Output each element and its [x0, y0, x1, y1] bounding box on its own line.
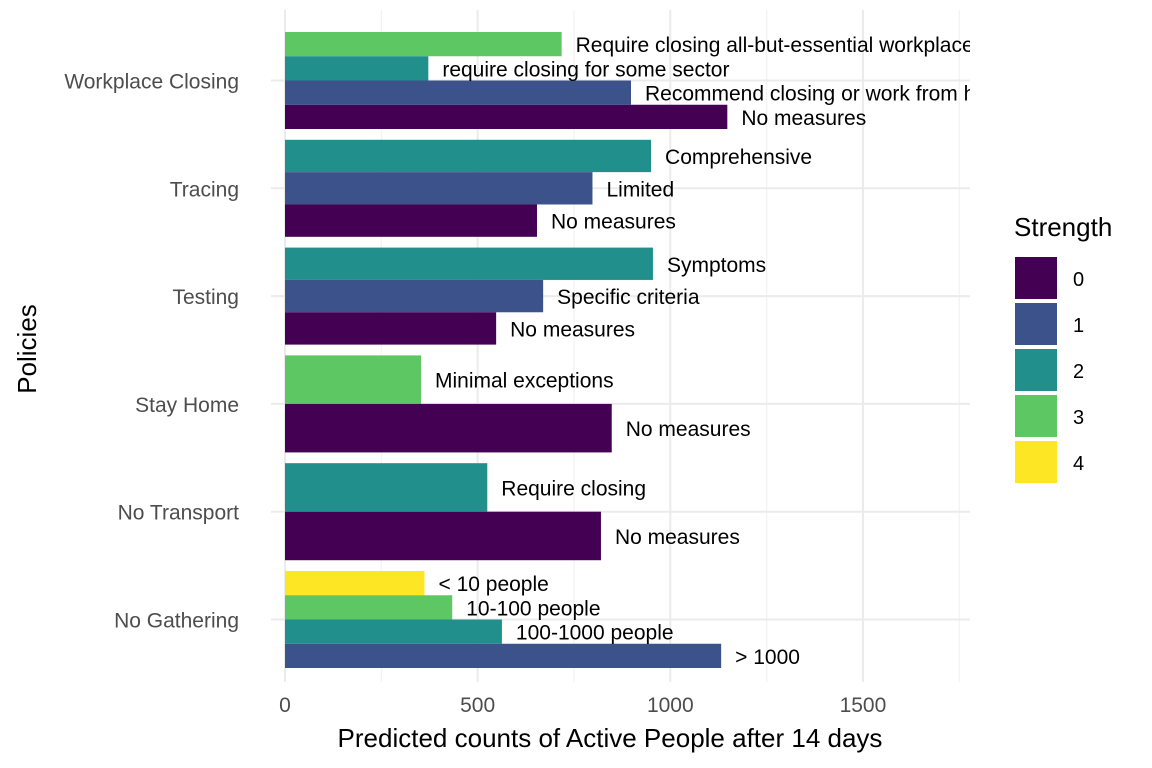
- bar-label: No measures: [551, 211, 676, 234]
- bar-label: Minimal exceptions: [435, 370, 614, 393]
- bar: [285, 643, 722, 669]
- bar-label: require closing for some sector: [442, 58, 729, 81]
- bar: [285, 139, 652, 173]
- tick-labels: 0 500 1000 1500 Workplace Closing Tracing Test…: [64, 71, 886, 718]
- bar-label: 10-100 people: [466, 597, 600, 620]
- legend-label: 2: [1073, 361, 1084, 383]
- bar-labels: Require closing all-but-essential workpl…: [435, 34, 1016, 669]
- legend-key: [1015, 257, 1057, 299]
- bar-label: Require closing all-but-essential workpl…: [576, 34, 985, 57]
- x-tick-label: 1000: [647, 694, 694, 717]
- y-tick-label: Workplace Closing: [64, 71, 239, 94]
- y-tick-label: Testing: [172, 286, 239, 309]
- bar-label: Limited: [606, 178, 674, 201]
- bar: [285, 247, 653, 280]
- bar-label: No measures: [615, 526, 740, 549]
- bar-label: No measures: [510, 318, 635, 341]
- legend-key: [1015, 349, 1057, 391]
- bar: [285, 279, 544, 313]
- bar-label: 100-1000 people: [516, 622, 674, 645]
- bar-label: No measures: [626, 418, 751, 441]
- bar: [285, 619, 502, 644]
- bar: [285, 204, 537, 237]
- x-tick-label: 1500: [840, 694, 887, 717]
- x-tick-label: 500: [460, 694, 495, 717]
- bar: [285, 595, 453, 620]
- bar: [285, 56, 429, 81]
- legend-key: [1015, 395, 1057, 437]
- y-tick-label: No Transport: [118, 502, 240, 525]
- legend-title: Strength: [1014, 212, 1112, 242]
- y-axis-title: Policies: [12, 304, 42, 394]
- legend-label: 3: [1073, 407, 1084, 429]
- bar: [285, 403, 612, 453]
- bar-label: Require closing: [501, 477, 646, 500]
- bar-label: Recommend closing or work from home: [645, 83, 1016, 106]
- legend-label: 0: [1073, 269, 1084, 291]
- bar: [285, 463, 488, 512]
- bar-label: < 10 people: [438, 573, 548, 596]
- x-tick-label: 0: [279, 694, 291, 717]
- bar-label: > 1000: [735, 646, 800, 669]
- y-tick-label: No Gathering: [114, 610, 239, 633]
- bar: [285, 31, 562, 57]
- legend-label: 1: [1073, 315, 1084, 337]
- y-tick-label: Tracing: [170, 178, 239, 201]
- bar: [285, 570, 425, 596]
- legend: Strength 0 1 2 3 4: [1014, 212, 1112, 483]
- legend-label: 4: [1073, 453, 1084, 475]
- bar: [285, 104, 728, 130]
- bar: [285, 355, 422, 404]
- x-axis-title: Predicted counts of Active People after …: [338, 723, 883, 753]
- bar-label: Symptoms: [667, 254, 766, 277]
- bar-label: Specific criteria: [557, 286, 700, 309]
- y-tick-label: Stay Home: [135, 394, 239, 417]
- bar: [285, 511, 601, 561]
- legend-key: [1015, 441, 1057, 483]
- bar: [285, 80, 631, 105]
- bars: [285, 31, 728, 669]
- bar-label: Comprehensive: [665, 146, 812, 169]
- legend-key: [1015, 303, 1057, 345]
- bar: [285, 312, 497, 345]
- bar: [285, 172, 593, 205]
- bar-label: No measures: [741, 107, 866, 130]
